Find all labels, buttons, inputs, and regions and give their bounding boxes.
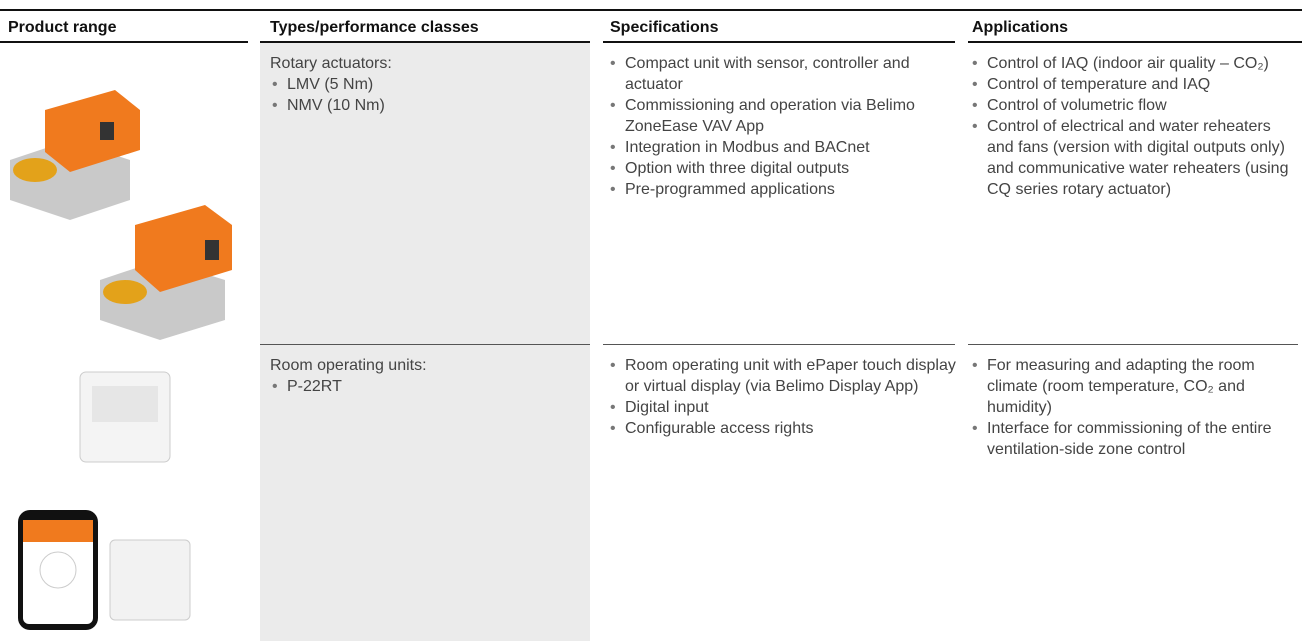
actuator bbox=[100, 205, 232, 340]
column-shade bbox=[260, 43, 590, 641]
list-item: Commissioning and operation via Belimo Z… bbox=[608, 95, 956, 137]
room-unit-image bbox=[18, 371, 191, 630]
header-cell: Specifications bbox=[610, 19, 719, 36]
bullet-list: Compact unit with sensor, controller and… bbox=[608, 53, 956, 200]
list-item: Interface for commissioning of the entir… bbox=[970, 418, 1300, 460]
bullet-list: Control of IAQ (indoor air quality – CO₂… bbox=[970, 53, 1300, 200]
list-item: Control of temperature and IAQ bbox=[970, 74, 1300, 95]
types-title: Rotary actuators: bbox=[270, 55, 392, 72]
header-rule bbox=[0, 41, 248, 43]
specifications-cell: Compact unit with sensor, controller and… bbox=[608, 53, 956, 200]
header-cell: Types/performance classes bbox=[270, 19, 479, 36]
actuator bbox=[10, 90, 140, 220]
header-rule bbox=[260, 41, 590, 43]
applications-cell: For measuring and adapting the room clim… bbox=[970, 355, 1300, 460]
list-item: Compact unit with sensor, controller and… bbox=[608, 53, 956, 95]
bullet-list: For measuring and adapting the room clim… bbox=[970, 355, 1300, 460]
list-item: For measuring and adapting the room clim… bbox=[970, 355, 1300, 418]
types-title: Room operating units: bbox=[270, 357, 427, 374]
bullet-list: P-22RT bbox=[270, 376, 580, 397]
list-item: Digital input bbox=[608, 397, 956, 418]
bullet-list: Room operating unit with ePaper touch di… bbox=[608, 355, 956, 439]
types-cell: Room operating units: P-22RT bbox=[270, 355, 580, 397]
row-rule bbox=[260, 344, 590, 345]
sensor bbox=[109, 539, 191, 621]
bullet-list: LMV (5 Nm)NMV (10 Nm) bbox=[270, 74, 580, 116]
actuator-image bbox=[10, 90, 232, 340]
list-item: Integration in Modbus and BACnet bbox=[608, 137, 956, 158]
list-item: P-22RT bbox=[270, 376, 580, 397]
list-item: Control of electrical and water reheater… bbox=[970, 116, 1300, 200]
list-item: Control of IAQ (indoor air quality – CO₂… bbox=[970, 53, 1300, 74]
header-cell: Product range bbox=[8, 19, 117, 36]
header-rule bbox=[603, 41, 955, 43]
list-item: Room operating unit with ePaper touch di… bbox=[608, 355, 956, 397]
list-item: Control of volumetric flow bbox=[970, 95, 1300, 116]
top-rule bbox=[0, 9, 1302, 11]
list-item: Pre-programmed applications bbox=[608, 179, 956, 200]
header-rule bbox=[968, 41, 1302, 43]
header-cell: Applications bbox=[972, 19, 1069, 36]
row-rule bbox=[968, 344, 1298, 345]
list-item: NMV (10 Nm) bbox=[270, 95, 580, 116]
applications-cell: Control of IAQ (indoor air quality – CO₂… bbox=[970, 53, 1300, 200]
types-cell: Rotary actuators: LMV (5 Nm)NMV (10 Nm) bbox=[270, 53, 580, 116]
list-item: Configurable access rights bbox=[608, 418, 956, 439]
list-item: LMV (5 Nm) bbox=[270, 74, 580, 95]
row-rule bbox=[603, 344, 955, 345]
specifications-cell: Room operating unit with ePaper touch di… bbox=[608, 355, 956, 439]
list-item: Option with three digital outputs bbox=[608, 158, 956, 179]
